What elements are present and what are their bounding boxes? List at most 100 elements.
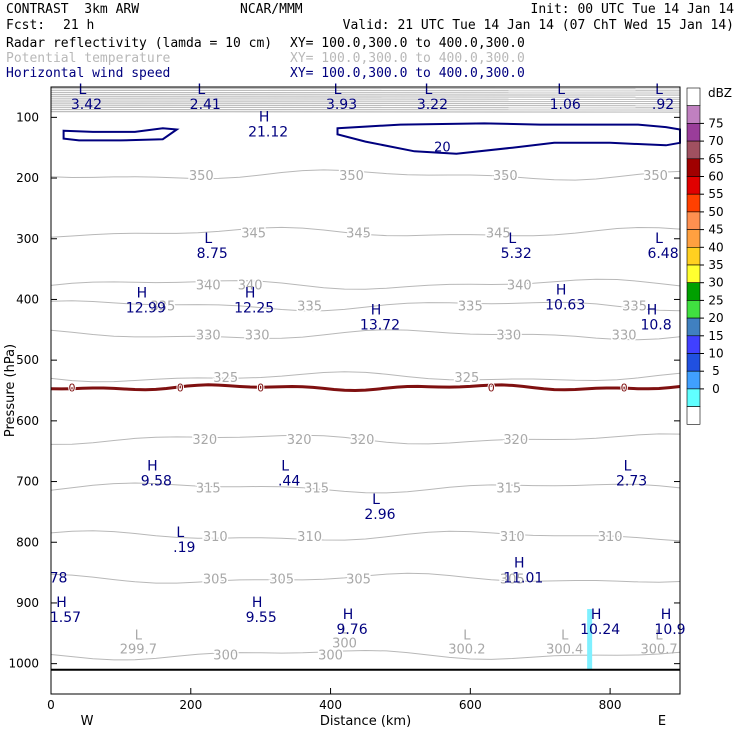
wind-extremum-value: 8.75 — [197, 246, 228, 262]
theta-contour-305 — [50, 572, 681, 584]
reflectivity-label-0: 0 — [257, 381, 264, 394]
reflectivity-label-0: 0 — [177, 381, 184, 394]
colorbar-label: 50 — [708, 205, 723, 219]
wind-extremum-value: 1.06 — [550, 97, 581, 113]
colorbar-label: 25 — [708, 293, 723, 307]
theta-label-330: 330 — [496, 329, 521, 344]
colorbar-label: 65 — [708, 152, 723, 166]
y-tick-label: 600 — [16, 414, 39, 428]
wind-extremum-symbol: L — [624, 458, 632, 474]
theta-extremum-symbol: L — [135, 628, 143, 643]
theta-band-line — [50, 89, 681, 92]
colorbar-swatch — [686, 87, 701, 107]
y-tick-label: 500 — [16, 353, 39, 367]
theta-contour-330 — [50, 329, 681, 341]
valid-time: Valid: 21 UTC Tue 14 Jan 14 (07 ChT Wed … — [342, 18, 734, 33]
wind-extremum-symbol: H — [661, 607, 672, 623]
colorbar-label: 10 — [708, 347, 723, 361]
theta-label-350: 350 — [493, 169, 518, 184]
colorbar-label: 45 — [708, 223, 723, 237]
wind-extremum-symbol: L — [204, 231, 212, 247]
y-tick-label: 700 — [16, 475, 39, 489]
colorbar-swatch — [686, 193, 701, 213]
y-tick-label: 200 — [16, 171, 39, 185]
radar-echo — [587, 609, 593, 670]
wind-extremum-value: 1.57 — [50, 610, 81, 626]
theta-band-line — [50, 106, 681, 109]
theta-contour-325 — [50, 371, 681, 383]
theta-label-340: 340 — [507, 278, 532, 293]
theta-label-330: 330 — [612, 329, 637, 344]
colorbar-swatch — [686, 140, 701, 160]
theta-label-340: 340 — [238, 278, 263, 293]
theta-label-340: 340 — [196, 278, 221, 293]
wind-extremum-value: 10.63 — [545, 297, 585, 313]
theta-label-335: 335 — [458, 300, 483, 315]
wind-extremum-symbol: L — [508, 231, 516, 247]
wind-extremum-symbol: H — [647, 302, 658, 318]
x-tick-label: 400 — [319, 698, 342, 712]
colorbar-swatch — [686, 105, 701, 124]
wind-extremum-value: 21.12 — [248, 124, 288, 140]
colorbar-label: 55 — [708, 187, 723, 201]
wind-extremum-symbol: L — [334, 82, 342, 98]
theta-band-line — [50, 98, 681, 100]
theta-label-325: 325 — [454, 371, 479, 386]
wind-extremum-value: 9.76 — [336, 622, 367, 638]
wind-extremum-value: 10.9 — [654, 622, 685, 638]
wind-extremum-symbol: H — [591, 607, 602, 623]
theta-label-300: 300 — [213, 649, 238, 664]
theta-band-line — [50, 87, 681, 90]
colorbar-label: 35 — [708, 258, 723, 272]
theta-label-335: 335 — [150, 300, 175, 315]
wind-extremum-value: 9.55 — [246, 610, 277, 626]
wind-extremum-symbol: H — [556, 282, 567, 298]
theta-label-315: 315 — [496, 482, 521, 497]
wind-extremum-symbol: L — [281, 458, 289, 474]
theta-extremum-value: 300 — [332, 636, 357, 651]
model-title: CONTRAST 3km ARW — [6, 2, 140, 17]
wind-extremum-value: 3.93 — [326, 97, 357, 113]
wind-extremum-symbol: H — [514, 555, 525, 571]
theta-contour-310 — [50, 530, 681, 542]
wind-extremum-symbol: L — [655, 82, 663, 98]
field-xy-theta: XY= 100.0,300.0 to 400.0,300.0 — [290, 51, 525, 66]
field-name-theta: Potential temperature — [6, 51, 171, 66]
fcst-value: 21 h — [63, 18, 95, 33]
x-tick-label: 0 — [47, 698, 55, 712]
wind-extremum-value: 2.73 — [616, 473, 647, 489]
wind-extremum-value: 13.72 — [360, 317, 400, 333]
y-tick-label: 1000 — [8, 657, 39, 671]
wind-extremum-symbol: H — [56, 595, 67, 611]
colorbar-swatch — [686, 282, 701, 301]
wind-extremum-value: 12.99 — [126, 300, 166, 316]
field-name-reflectivity: Radar reflectivity (lamda = 10 cm) — [6, 36, 273, 51]
theta-band-line — [50, 104, 681, 107]
theta-label-345: 345 — [486, 227, 511, 242]
reflectivity-label-0: 0 — [488, 381, 495, 394]
theta-label-310: 310 — [500, 530, 525, 545]
colorbar-swatch — [686, 247, 701, 266]
theta-label-315: 315 — [304, 482, 329, 497]
wind-extremum-value: 10.24 — [580, 622, 620, 638]
theta-contour-350 — [50, 169, 681, 181]
theta-label-320: 320 — [350, 433, 375, 448]
wind-extremum-symbol: H — [245, 285, 256, 301]
x-tick-label: 200 — [179, 698, 202, 712]
theta-contour-315 — [50, 482, 681, 494]
colorbar-label: 5 — [712, 364, 720, 378]
colorbar-swatch — [686, 370, 701, 390]
colorbar-unit: dBZ — [708, 86, 732, 100]
theta-label-310: 310 — [598, 530, 623, 545]
x-tick-label: 600 — [459, 698, 482, 712]
colorbar-swatch — [686, 353, 701, 372]
y-tick-label: 800 — [16, 535, 39, 549]
theta-label-315: 315 — [196, 482, 221, 497]
wind-extremum-value: .19 — [173, 540, 195, 556]
y-tick-label: 400 — [16, 292, 39, 306]
wind-extremum-symbol: H — [343, 607, 354, 623]
theta-extremum-symbol: L — [655, 628, 663, 643]
wind-extremum-symbol: L — [79, 82, 87, 98]
fcst-label: Fcst: — [6, 18, 46, 33]
